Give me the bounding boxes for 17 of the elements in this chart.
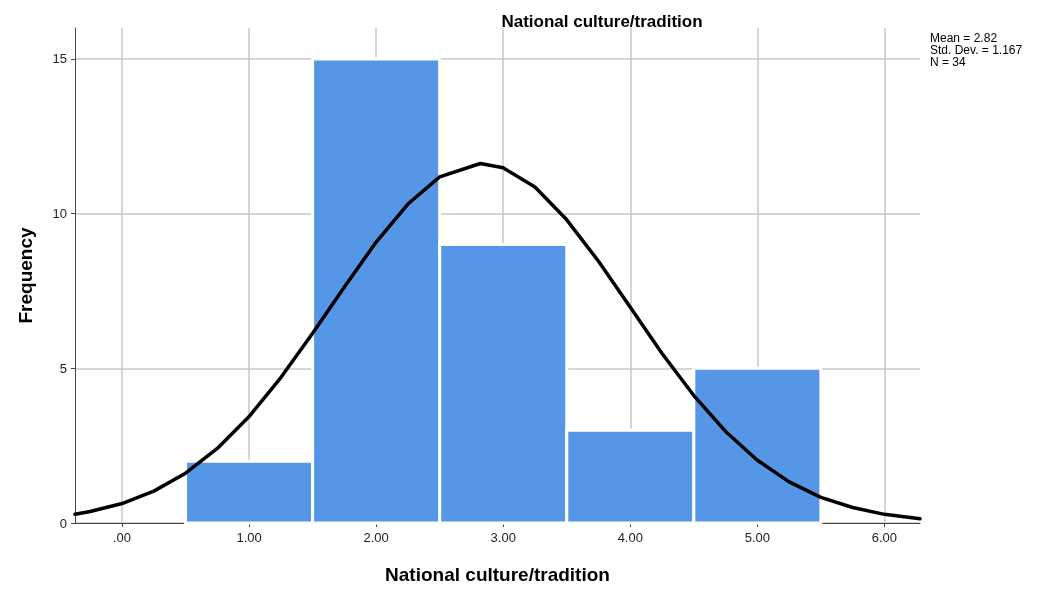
y-axis-title: Frequency — [15, 227, 36, 324]
y-tick-label: 10 — [52, 206, 67, 222]
x-tick-label: 3.00 — [490, 530, 516, 545]
x-tick-label: 4.00 — [617, 530, 643, 545]
x-tick-label: 6.00 — [871, 530, 898, 545]
y-tick-label: 0 — [59, 515, 67, 531]
chart-title: National culture/tradition — [501, 12, 703, 31]
x-tick-label: .00 — [112, 530, 132, 545]
x-axis-title: National culture/tradition — [385, 564, 610, 585]
x-tick-label: 5.00 — [744, 530, 771, 545]
x-tick-label: 2.00 — [363, 530, 389, 545]
y-tick-label: 15 — [52, 51, 67, 67]
text: Std. Dev. = 1.167 — [930, 43, 1023, 57]
text: Mean = 2.82 — [930, 31, 998, 45]
text: N = 34 — [930, 55, 967, 69]
x-tick-label: 1.00 — [236, 530, 262, 545]
y-tick-label: 5 — [59, 360, 67, 376]
